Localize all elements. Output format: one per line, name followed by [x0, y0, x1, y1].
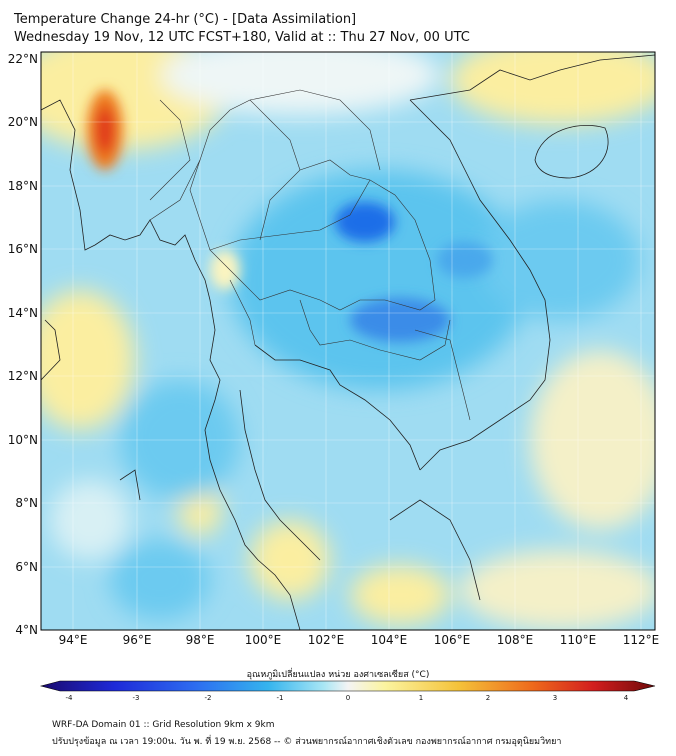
temperature-field [41, 52, 655, 630]
colorbar-tick-minus4: -4 [65, 694, 73, 702]
lat-label-16N: 16°N [7, 242, 38, 256]
colorbar-tick-minus2: -2 [204, 694, 212, 702]
lon-label-104E: 104°E [370, 633, 408, 647]
lat-label-18N: 18°N [7, 179, 38, 193]
lon-label-94E: 94°E [58, 633, 88, 647]
colorbar-title: อุณหภูมิเปลี่ยนแปลง หน่วย องศาเซลเซียส (… [246, 670, 430, 680]
lat-label-10N: 10°N [7, 433, 38, 447]
lat-label-22N: 22°N [7, 52, 38, 66]
lat-label-8N: 8°N [15, 496, 38, 510]
lat-label-20N: 20°N [7, 115, 38, 129]
colorbar [39, 680, 656, 692]
lat-label-12N: 12°N [7, 369, 38, 383]
colorbar-tick-3: 3 [552, 694, 558, 702]
lon-label-106E: 106°E [433, 633, 471, 647]
footer-credit: ปรับปรุงข้อมูล ณ เวลา 19:00น. วัน พ. ที่… [52, 737, 562, 747]
lon-label-98E: 98°E [185, 633, 215, 647]
lon-label-110E: 110°E [559, 633, 597, 647]
chart-title: Temperature Change 24-hr (°C) - [Data As… [14, 12, 357, 27]
colorbar-tick-minus3: -3 [132, 694, 140, 702]
admin-borders [149, 89, 471, 421]
colorbar-tick-1: 1 [418, 694, 424, 702]
map-frame [40, 51, 656, 631]
lon-label-112E: 112°E [622, 633, 660, 647]
graticule [41, 52, 655, 630]
lat-label-14N: 14°N [7, 306, 38, 320]
coastlines [41, 54, 655, 630]
colorbar-tick-0: 0 [345, 694, 351, 702]
lon-label-102E: 102°E [307, 633, 345, 647]
chart-subtitle: Wednesday 19 Nov, 12 UTC FCST+180, Valid… [14, 30, 470, 45]
colorbar-scale [39, 680, 656, 692]
lat-label-4N: 4°N [15, 623, 38, 637]
colorbar-tick-2: 2 [485, 694, 491, 702]
lon-label-108E: 108°E [496, 633, 534, 647]
lat-label-6N: 6°N [15, 560, 38, 574]
colorbar-tick-4: 4 [623, 694, 629, 702]
colorbar-tick-minus1: -1 [276, 694, 284, 702]
lon-label-100E: 100°E [244, 633, 282, 647]
lon-label-96E: 96°E [122, 633, 152, 647]
footer-model-info: WRF-DA Domain 01 :: Grid Resolution 9km … [52, 720, 275, 730]
